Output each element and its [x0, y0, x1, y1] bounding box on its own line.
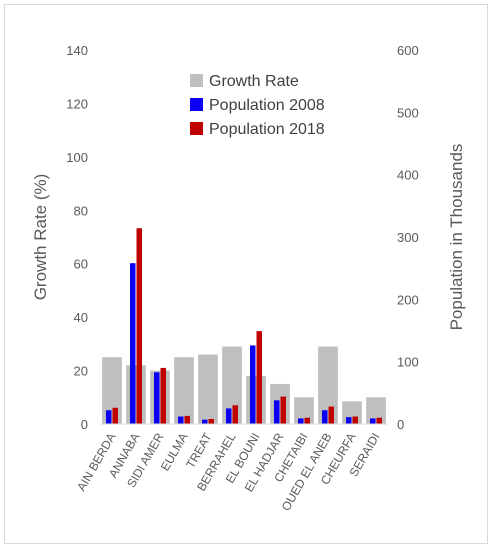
growth-rate-bar [222, 346, 242, 424]
population-2018-bar [208, 419, 214, 424]
population-2018-bar [304, 417, 310, 424]
population-2018-bar [136, 228, 142, 424]
population-2008-bar [154, 372, 160, 424]
right-axis-ticks: 0 100 200 300 400 500 600 [397, 43, 419, 432]
growth-rate-bars [102, 346, 386, 424]
population-2008-bar [202, 419, 208, 424]
y2-tick-label: 500 [397, 105, 419, 120]
y2-tick-label: 0 [397, 417, 404, 432]
growth-rate-bar [294, 397, 314, 424]
population-2008-bar [106, 410, 112, 424]
y-tick-label: 120 [66, 96, 88, 111]
growth-rate-bar [150, 370, 170, 424]
legend-swatch-pop2008 [190, 98, 203, 111]
growth-rate-bar [126, 365, 146, 424]
population-2008-bar [250, 345, 256, 424]
population-2018-bar [352, 416, 358, 424]
y-tick-label: 20 [74, 364, 88, 379]
population-2018-bar [184, 415, 190, 424]
y2-tick-label: 200 [397, 292, 419, 307]
growth-rate-bar [366, 397, 386, 424]
population-2008-bar [370, 418, 376, 424]
y-tick-label: 140 [66, 43, 88, 58]
population-2018-bar [328, 406, 334, 424]
population-2018-bar [160, 367, 166, 424]
legend-swatch-growth [190, 74, 203, 87]
y2-tick-label: 300 [397, 230, 419, 245]
legend-label-growth: Growth Rate [209, 73, 299, 90]
y2-tick-label: 400 [397, 168, 419, 183]
population-2008-bar [322, 410, 328, 424]
population-2018-bar [376, 417, 382, 424]
growth-rate-bar [198, 354, 218, 424]
growth-rate-bar [270, 383, 290, 424]
left-axis-ticks: 0 20 40 60 80 100 120 140 [66, 43, 88, 432]
y-axis-label: Growth Rate (%) [31, 174, 50, 301]
growth-rate-bar [342, 401, 362, 424]
y2-tick-label: 100 [397, 355, 419, 370]
y2-tick-label: 600 [397, 43, 419, 58]
growth-rate-bar [246, 375, 266, 424]
growth-rate-bar [102, 357, 122, 424]
y-tick-label: 100 [66, 150, 88, 165]
population-2018-bar [232, 405, 238, 424]
population-2008-bar [298, 418, 304, 424]
population-2008-bar [274, 400, 280, 424]
y2-axis-label: Population in Thousands [447, 144, 466, 331]
legend: Growth Rate Population 2008 Population 2… [190, 73, 325, 138]
population-bars [106, 228, 382, 424]
y-tick-label: 60 [74, 257, 88, 272]
growth-rate-bar [318, 346, 338, 424]
population-2008-bar [346, 417, 352, 424]
chart-frame [4, 4, 488, 544]
legend-label-pop2018: Population 2018 [209, 121, 325, 138]
population-2018-bar [280, 396, 286, 424]
population-2008-bar [226, 408, 232, 424]
population-2018-bar [112, 407, 118, 424]
y-tick-label: 80 [74, 203, 88, 218]
growth-rate-bar [174, 357, 194, 424]
y-tick-label: 0 [81, 417, 88, 432]
legend-label-pop2008: Population 2008 [209, 97, 325, 114]
population-2018-bar [256, 331, 262, 424]
population-2008-bar [178, 416, 184, 424]
population-2008-bar [130, 263, 136, 424]
legend-swatch-pop2018 [190, 122, 203, 135]
y-tick-label: 40 [74, 310, 88, 325]
